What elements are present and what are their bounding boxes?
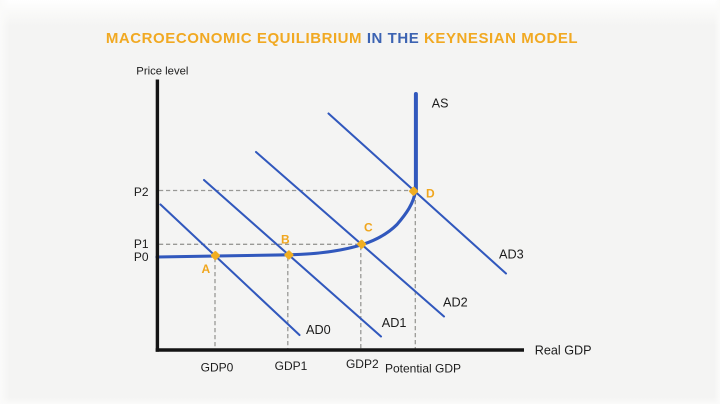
svg-text:P0: P0 xyxy=(134,250,149,264)
svg-text:AD3: AD3 xyxy=(499,248,524,262)
svg-text:GDP1: GDP1 xyxy=(275,359,308,373)
svg-text:B: B xyxy=(281,233,290,247)
svg-text:GDP0: GDP0 xyxy=(201,361,234,375)
svg-text:P1: P1 xyxy=(134,237,149,251)
svg-text:MACROECONOMIC EQUILIBRIUM IN T: MACROECONOMIC EQUILIBRIUM IN THE KEYNESI… xyxy=(106,30,578,47)
svg-text:D: D xyxy=(426,187,435,201)
svg-text:AS: AS xyxy=(432,97,449,111)
svg-text:P2: P2 xyxy=(134,185,149,199)
svg-text:C: C xyxy=(364,221,373,235)
svg-text:AD1: AD1 xyxy=(382,316,407,330)
svg-text:A: A xyxy=(202,262,211,276)
svg-text:Real GDP: Real GDP xyxy=(535,344,592,358)
svg-text:Price level: Price level xyxy=(136,65,188,77)
svg-text:Potential GDP: Potential GDP xyxy=(385,362,461,376)
svg-text:AD2: AD2 xyxy=(443,296,468,310)
svg-text:AD0: AD0 xyxy=(306,323,331,337)
svg-text:GDP2: GDP2 xyxy=(346,357,379,371)
